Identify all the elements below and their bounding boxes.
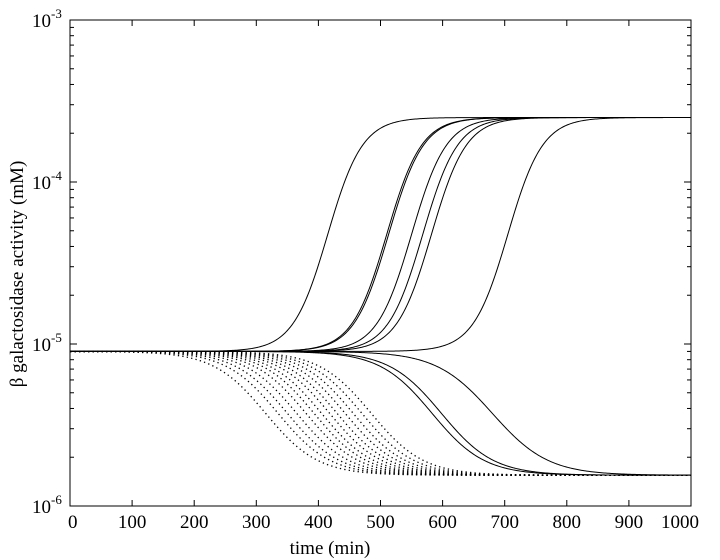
solid-curve-6 [70, 117, 691, 352]
y-tick-label: 10-3 [32, 6, 62, 32]
solid-curve-2 [70, 117, 691, 352]
solid-curve-8 [70, 350, 691, 476]
solid-curve-7 [70, 117, 691, 352]
solid-curve-1 [70, 117, 691, 352]
dotted-curve-16 [70, 350, 691, 476]
solid-curve-5 [70, 117, 691, 352]
dotted-curve-17 [70, 350, 691, 476]
x-tick-label: 100 [118, 512, 147, 533]
tick-labels: 0 100 200 300 400 500 600 700 800 900 1000 10-6 10-5… [32, 6, 699, 533]
y-tick-label: 10-5 [32, 330, 62, 356]
solid-curve-9 [70, 350, 691, 476]
x-tick-label: 600 [428, 512, 457, 533]
x-tick-label: 0 [68, 512, 78, 533]
x-tick-label: 300 [242, 512, 271, 533]
solid-curve-3 [70, 117, 691, 352]
y-tick-label: 10-6 [32, 492, 62, 518]
x-tick-label: 800 [553, 512, 582, 533]
dotted-curve-13 [70, 350, 691, 476]
y-tick-label: 10-4 [32, 168, 62, 194]
dotted-curve-22 [70, 350, 691, 476]
x-tick-label: 400 [304, 512, 333, 533]
x-tick-label: 200 [180, 512, 209, 533]
solid-curve-10 [70, 350, 692, 476]
solid-curve-4 [70, 117, 691, 352]
x-tick-label: 900 [615, 512, 644, 533]
x-tick-label: 1000 [661, 512, 699, 533]
axis-ticks [69, 19, 692, 507]
x-tick-label: 700 [490, 512, 519, 533]
dotted-curve-14 [70, 350, 691, 476]
dotted-curve-18 [70, 350, 691, 476]
curves [70, 117, 692, 476]
dotted-curve-12 [70, 350, 691, 476]
dotted-curve-21 [70, 350, 691, 476]
x-axis-label: time (min) [290, 538, 371, 559]
dotted-curve-19 [70, 350, 691, 476]
dotted-curve-23 [70, 350, 691, 476]
dotted-curve-11 [70, 350, 691, 476]
dotted-curve-20 [70, 350, 691, 476]
x-tick-label: 500 [366, 512, 395, 533]
y-axis-label: β galactosidase activity (mM) [7, 161, 28, 388]
dotted-curve-15 [70, 350, 691, 476]
plot-frame [69, 19, 692, 507]
